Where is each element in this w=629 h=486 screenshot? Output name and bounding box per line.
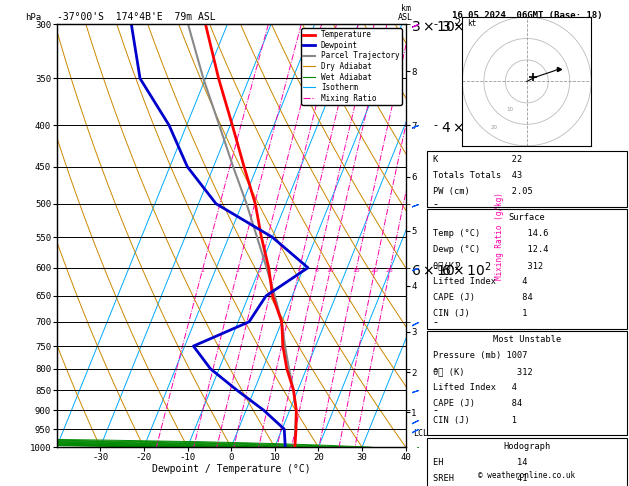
Text: Temp (°C)         14.6: Temp (°C) 14.6: [433, 229, 548, 238]
Text: 15: 15: [352, 268, 360, 273]
Text: CAPE (J)       84: CAPE (J) 84: [433, 399, 522, 409]
Bar: [426, 438, 627, 486]
Text: SREH            41: SREH 41: [433, 474, 527, 483]
Text: CAPE (J)         84: CAPE (J) 84: [433, 293, 533, 302]
Text: Hodograph: Hodograph: [503, 442, 550, 451]
Bar: [426, 331, 627, 435]
Text: 1: 1: [200, 268, 204, 273]
Text: km
ASL: km ASL: [398, 4, 413, 22]
Text: CIN (J)          1: CIN (J) 1: [433, 309, 527, 318]
Text: © weatheronline.co.uk: © weatheronline.co.uk: [478, 471, 576, 480]
Text: Pressure (mb) 1007: Pressure (mb) 1007: [433, 351, 527, 361]
Text: EH              14: EH 14: [433, 458, 527, 467]
Text: Lifted Index     4: Lifted Index 4: [433, 277, 527, 286]
Text: 6: 6: [297, 268, 301, 273]
Text: LCL: LCL: [413, 429, 428, 438]
Text: 3: 3: [257, 268, 262, 273]
Text: 2: 2: [236, 268, 240, 273]
Y-axis label: Mixing Ratio (g/kg): Mixing Ratio (g/kg): [495, 192, 504, 279]
Text: Lifted Index   4: Lifted Index 4: [433, 383, 517, 393]
Bar: [426, 209, 627, 329]
Text: 25: 25: [386, 268, 394, 273]
Text: PW (cm)        2.05: PW (cm) 2.05: [433, 187, 533, 196]
Text: -37°00'S  174°4B'E  79m ASL: -37°00'S 174°4B'E 79m ASL: [57, 12, 215, 22]
Text: 10: 10: [326, 268, 334, 273]
Text: 4: 4: [274, 268, 277, 273]
Legend: Temperature, Dewpoint, Parcel Trajectory, Dry Adiabat, Wet Adiabat, Isotherm, Mi: Temperature, Dewpoint, Parcel Trajectory…: [301, 28, 402, 105]
Text: 8: 8: [314, 268, 318, 273]
Text: CIN (J)        1: CIN (J) 1: [433, 416, 517, 425]
Text: K              22: K 22: [433, 155, 522, 164]
Text: 20: 20: [371, 268, 379, 273]
Bar: [426, 151, 627, 207]
Text: Most Unstable: Most Unstable: [493, 335, 561, 345]
X-axis label: Dewpoint / Temperature (°C): Dewpoint / Temperature (°C): [152, 465, 311, 474]
Text: Totals Totals  43: Totals Totals 43: [433, 171, 522, 180]
Text: θᴄ(K)             312: θᴄ(K) 312: [433, 261, 543, 270]
Text: 16.05.2024  06GMT (Base: 18): 16.05.2024 06GMT (Base: 18): [452, 11, 602, 20]
Text: Surface: Surface: [508, 213, 545, 222]
Text: Dewp (°C)         12.4: Dewp (°C) 12.4: [433, 245, 548, 254]
Text: hPa: hPa: [25, 13, 42, 22]
Text: θᴄ (K)          312: θᴄ (K) 312: [433, 367, 533, 377]
